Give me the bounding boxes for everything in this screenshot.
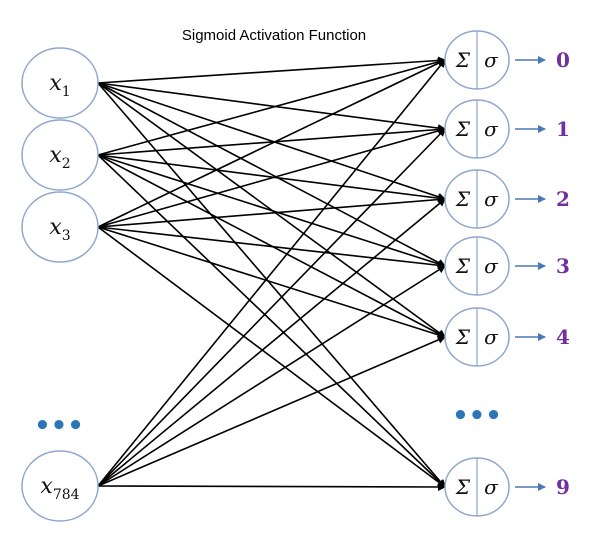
input-node-2: x2 — [21, 119, 99, 191]
sigma-activation-symbol: σ — [484, 187, 499, 211]
edge-2-to-1 — [97, 57, 446, 156]
edge-4-to-1 — [97, 59, 446, 487]
output-label: 2 — [556, 187, 570, 211]
sum-symbol: Σ — [455, 117, 471, 141]
output-label: 0 — [556, 48, 570, 72]
input-node-circle — [21, 450, 99, 522]
output-label: 4 — [556, 325, 570, 349]
sum-symbol: Σ — [455, 475, 471, 499]
edge-4-to-2 — [97, 128, 446, 487]
input-node-3: x3 — [21, 191, 99, 263]
edge-3-to-3 — [97, 195, 446, 228]
edge-3-to-6 — [97, 226, 446, 488]
sum-symbol: Σ — [455, 187, 471, 211]
input-node-784: x784 — [21, 450, 99, 522]
sigma-activation-symbol: σ — [484, 254, 499, 278]
output-label: 1 — [556, 117, 570, 141]
input-node-circle — [21, 47, 99, 119]
sigma-activation-symbol: σ — [484, 325, 499, 349]
output-label: 9 — [556, 475, 570, 499]
edge-4-to-3 — [97, 198, 446, 487]
edge-2-to-3 — [97, 154, 446, 203]
sum-symbol: Σ — [455, 325, 471, 349]
sum-symbol: Σ — [455, 254, 471, 278]
edge-1-to-1 — [97, 56, 446, 84]
input-node-1: x1 — [21, 47, 99, 119]
sigma-activation-symbol: σ — [484, 48, 499, 72]
edge-3-to-2 — [97, 127, 446, 228]
edge-4-to-5 — [97, 336, 446, 487]
output-ellipsis: ••• — [452, 401, 502, 431]
edge-3-to-5 — [97, 226, 446, 339]
edge-4-to-4 — [97, 265, 446, 487]
input-ellipsis: ••• — [34, 411, 84, 441]
edge-1-to-4 — [97, 82, 446, 267]
sum-symbol: Σ — [455, 48, 471, 72]
edge-4-to-6 — [97, 482, 446, 491]
sigma-activation-symbol: σ — [484, 117, 499, 141]
input-node-circle — [21, 119, 99, 191]
edge-1-to-3 — [97, 82, 446, 201]
edge-3-to-4 — [97, 226, 446, 270]
diagram-title: Sigmoid Activation Function — [182, 27, 366, 44]
connection-edges — [97, 56, 446, 491]
output-label: 3 — [556, 254, 570, 278]
sigma-activation-symbol: σ — [484, 475, 499, 499]
edge-1-to-2 — [97, 82, 446, 133]
input-node-circle — [21, 191, 99, 263]
edge-2-to-4 — [97, 154, 446, 268]
edge-3-to-1 — [97, 59, 446, 228]
edge-2-to-2 — [97, 125, 446, 156]
